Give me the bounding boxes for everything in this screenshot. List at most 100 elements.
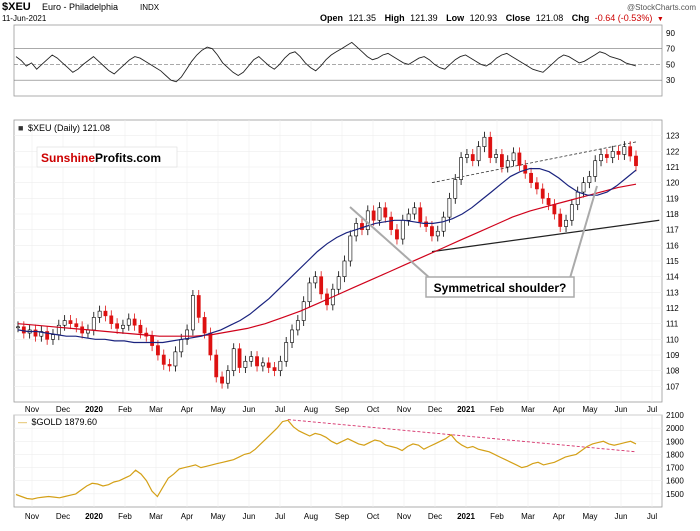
ma50-line <box>17 168 637 344</box>
rsi-tick-label: 70 <box>666 45 675 54</box>
legend-marker-icon: ■ <box>18 123 23 133</box>
candle-body <box>208 332 213 356</box>
price-tick-label: 122 <box>666 147 680 156</box>
candle-body <box>517 152 522 166</box>
price-panel-title: ■ $XEU (Daily) 121.08 <box>18 123 110 133</box>
candle-body <box>581 182 586 193</box>
candle-body <box>126 318 131 326</box>
gold-x-tick-label: Apr <box>181 512 194 521</box>
candle-body <box>156 345 160 356</box>
candle-body <box>406 213 411 221</box>
candle-body <box>342 260 347 277</box>
candle-body <box>424 221 429 227</box>
gold-line <box>15 419 637 500</box>
gold-panel-title: — $GOLD 1879.60 <box>18 417 97 427</box>
down-arrow-icon: ▼ <box>657 16 664 23</box>
candle-body <box>365 210 370 230</box>
gold-x-tick-label: May <box>582 512 597 521</box>
candle-body <box>628 146 633 157</box>
price-tick-label: 117 <box>666 226 679 235</box>
candle-body <box>225 370 230 384</box>
rsi-line <box>15 41 637 83</box>
gold-x-tick-label: Oct <box>367 512 380 521</box>
candle-body <box>150 335 154 346</box>
candle-body <box>260 362 265 367</box>
rsi-panel-frame <box>13 24 663 97</box>
legend-line-icon: — <box>18 417 27 427</box>
gold-x-tick-label: Mar <box>521 512 535 521</box>
candle-body <box>109 315 114 324</box>
annotation-callout: Symmetrical shoulder? <box>349 185 598 298</box>
candle-body <box>237 348 242 368</box>
candle-body <box>138 324 143 334</box>
price-tick-label: 111 <box>666 320 679 329</box>
exchange-text: INDX <box>140 3 160 12</box>
price-tick-label: 110 <box>666 335 679 344</box>
gold-x-tick-label: Apr <box>553 512 566 521</box>
price-tick-label: 109 <box>666 351 680 360</box>
ma200-line <box>17 183 637 337</box>
candle-body <box>534 182 539 190</box>
candle-body <box>196 295 201 318</box>
price-x-tick-label: Mar <box>521 405 535 414</box>
candle-body <box>610 151 615 158</box>
annotation-text: Symmetrical shoulder? <box>434 281 567 295</box>
candle-body <box>272 367 277 371</box>
candle-body <box>45 331 50 340</box>
candle-body <box>500 154 504 168</box>
candle-body <box>395 229 399 240</box>
gold-x-tick-label: Feb <box>490 512 504 521</box>
candle-body <box>494 154 498 158</box>
gold-tick-label: 2000 <box>666 424 684 433</box>
price-tick-label: 113 <box>666 288 679 297</box>
rsi-tick-label: 50 <box>666 60 675 69</box>
gold-x-tick-label: 2020 <box>85 512 103 521</box>
open-value: 121.35 <box>349 13 377 23</box>
logo-text: SunshineProfits.com <box>41 151 161 165</box>
candle-body <box>465 154 469 158</box>
candle-body <box>62 320 67 326</box>
gold-x-tick-label: Mar <box>149 512 163 521</box>
candle-body <box>593 160 598 177</box>
gold-tick-label: 1800 <box>666 450 684 459</box>
symbol-text: $XEU <box>2 1 31 13</box>
price-tick-label: 119 <box>666 194 679 203</box>
candle-body <box>622 146 627 155</box>
price-x-tick-label: Sep <box>335 405 350 414</box>
candle-body <box>16 326 20 329</box>
candle-body <box>348 235 353 262</box>
price-x-tick-label: Jun <box>243 405 256 414</box>
candle-body <box>430 226 434 237</box>
candle-body <box>529 172 533 183</box>
high-value: 121.39 <box>410 13 438 23</box>
candle-body <box>476 146 481 162</box>
chg-label: Chg <box>572 13 590 23</box>
price-x-tick-label: Dec <box>56 405 70 414</box>
price-x-tick-label: Oct <box>367 405 380 414</box>
candle-body <box>97 310 102 318</box>
price-x-tick-label: Aug <box>304 405 318 414</box>
price-x-tick-label: 2020 <box>85 405 103 414</box>
price-x-tick-label: Feb <box>490 405 504 414</box>
candle-body <box>558 213 563 227</box>
candle-body <box>21 326 26 334</box>
gold-tick-label: 2100 <box>666 411 684 420</box>
gold-x-tick-label: Jun <box>615 512 628 521</box>
price-x-tick-label: Mar <box>149 405 163 414</box>
gold-x-tick-label: Dec <box>56 512 70 521</box>
candle-body <box>220 376 224 384</box>
gold-x-tick-label: Nov <box>25 512 39 521</box>
candle-body <box>33 329 38 337</box>
candle-body <box>634 155 638 167</box>
price-x-tick-label: Feb <box>118 405 132 414</box>
candle-body <box>587 176 592 183</box>
candle-body <box>389 216 394 230</box>
candle-body <box>231 348 236 371</box>
price-x-tick-label: Jun <box>615 405 628 414</box>
price-x-tick-label: Jul <box>275 405 285 414</box>
candle-body <box>418 207 423 223</box>
candle-body <box>68 320 73 324</box>
watermark: @StockCharts.com <box>627 3 696 12</box>
candle-body <box>412 207 417 215</box>
candle-body <box>191 295 195 331</box>
